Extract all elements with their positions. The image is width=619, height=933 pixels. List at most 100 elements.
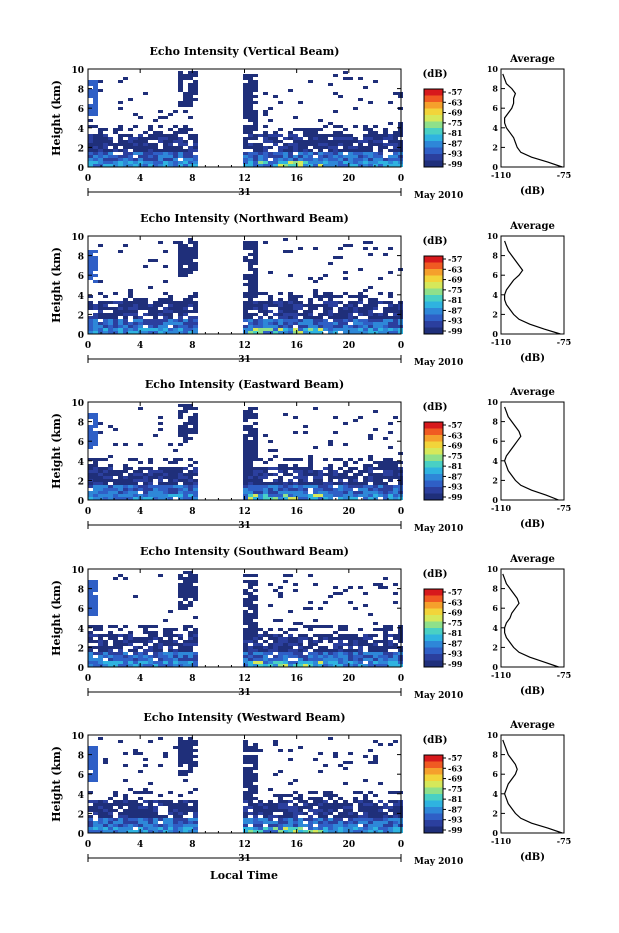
heatmap-cell bbox=[248, 640, 253, 643]
heatmap-cell bbox=[183, 101, 188, 104]
heatmap-cell bbox=[138, 443, 143, 446]
heatmap-cell bbox=[273, 313, 278, 316]
heatmap-cell bbox=[133, 316, 138, 319]
heatmap-cell bbox=[313, 494, 318, 497]
heatmap-cell bbox=[363, 827, 368, 830]
heatmap-cell bbox=[353, 310, 358, 313]
heatmap-cell bbox=[248, 137, 253, 140]
heatmap-cell bbox=[348, 646, 353, 649]
heatmap-cell bbox=[123, 824, 128, 827]
heatmap-cell bbox=[268, 634, 273, 637]
heatmap-cell bbox=[273, 491, 278, 494]
heatmap-cell bbox=[388, 830, 393, 833]
heatmap-cell bbox=[328, 625, 333, 628]
heatmap-cell bbox=[273, 619, 278, 622]
colorbar-tick-label: -57 bbox=[448, 420, 462, 430]
profile-y-tick-label: 10 bbox=[487, 564, 499, 574]
heatmap-cell bbox=[173, 467, 178, 470]
colorbar-swatch bbox=[424, 826, 443, 834]
heatmap-cell bbox=[378, 301, 383, 304]
heatmap-cell bbox=[178, 146, 183, 149]
heatmap-cell bbox=[378, 331, 383, 334]
heatmap-cell bbox=[178, 649, 183, 652]
heatmap-cell bbox=[368, 761, 373, 764]
heatmap-cell bbox=[108, 809, 113, 812]
heatmap-cell bbox=[163, 485, 168, 488]
heatmap-cell bbox=[393, 467, 398, 470]
heatmap-cell bbox=[388, 625, 393, 628]
heatmap-cell bbox=[243, 598, 248, 601]
heatmap-cell bbox=[298, 655, 303, 658]
heatmap-cell bbox=[263, 146, 268, 149]
colorbar-tick-label: -57 bbox=[448, 254, 462, 264]
heatmap-cell bbox=[158, 661, 163, 664]
heatmap-cell bbox=[383, 625, 388, 628]
profile-x-tick-label: -75 bbox=[557, 503, 571, 513]
heatmap-cell bbox=[363, 470, 368, 473]
heatmap-cell bbox=[378, 292, 383, 295]
heatmap-cell bbox=[348, 310, 353, 313]
heatmap-cell bbox=[253, 649, 258, 652]
x-tick-label: 20 bbox=[343, 341, 356, 351]
heatmap-cell bbox=[358, 652, 363, 655]
heatmap-cell bbox=[358, 818, 363, 821]
heatmap-cell bbox=[113, 803, 118, 806]
heatmap-cell bbox=[188, 331, 193, 334]
heatmap-cell bbox=[258, 164, 263, 167]
heatmap-cell bbox=[333, 152, 338, 155]
heatmap-cell bbox=[308, 485, 313, 488]
heatmap-cell bbox=[98, 815, 103, 818]
heatmap-cell bbox=[258, 146, 263, 149]
heatmap-cell bbox=[163, 491, 168, 494]
y-tick-label: 0 bbox=[78, 664, 84, 674]
heatmap-cell bbox=[388, 634, 393, 637]
heatmap-cell bbox=[393, 740, 398, 743]
heatmap-cell bbox=[163, 319, 168, 322]
heatmap-cell bbox=[148, 809, 153, 812]
heatmap-cell bbox=[278, 643, 283, 646]
heatmap-cell bbox=[288, 758, 293, 761]
heatmap-cell bbox=[128, 479, 133, 482]
heatmap-cell bbox=[343, 313, 348, 316]
heatmap-cell bbox=[188, 494, 193, 497]
heatmap-cell bbox=[248, 785, 253, 788]
heatmap-cell bbox=[88, 637, 93, 640]
heatmap-cell bbox=[158, 313, 163, 316]
heatmap-cell bbox=[143, 655, 148, 658]
heatmap-cell bbox=[338, 488, 343, 491]
heatmap-cell bbox=[298, 128, 303, 131]
heatmap-cell bbox=[368, 488, 373, 491]
heatmap-cell bbox=[118, 107, 123, 110]
heatmap-cell bbox=[143, 476, 148, 479]
heatmap-cell bbox=[183, 110, 188, 113]
heatmap-cell bbox=[293, 328, 298, 331]
heatmap-cell bbox=[248, 428, 253, 431]
heatmap-cell bbox=[103, 473, 108, 476]
heatmap-cell bbox=[293, 815, 298, 818]
heatmap-cell bbox=[168, 328, 173, 331]
heatmap-cell bbox=[368, 476, 373, 479]
heatmap-cell bbox=[88, 265, 93, 268]
heatmap-cell bbox=[253, 262, 258, 265]
heatmap-cell bbox=[363, 146, 368, 149]
heatmap-cell bbox=[158, 640, 163, 643]
heatmap-cell bbox=[183, 298, 188, 301]
heatmap-cell bbox=[338, 256, 343, 259]
heatmap-cell bbox=[173, 812, 178, 815]
heatmap-cell bbox=[158, 803, 163, 806]
heatmap-cell bbox=[98, 131, 103, 134]
heatmap-cell bbox=[323, 458, 328, 461]
heatmap-cell bbox=[103, 830, 108, 833]
heatmap-cell bbox=[243, 325, 248, 328]
heatmap-cell bbox=[93, 434, 98, 437]
heatmap-cell bbox=[98, 301, 103, 304]
heatmap-cell bbox=[358, 806, 363, 809]
heatmap-cell bbox=[123, 443, 128, 446]
y-tick-label: 0 bbox=[78, 331, 84, 341]
heatmap-cell bbox=[103, 328, 108, 331]
heatmap-cell bbox=[293, 824, 298, 827]
heatmap-cell bbox=[298, 658, 303, 661]
heatmap-cell bbox=[368, 494, 373, 497]
heatmap-cell bbox=[313, 583, 318, 586]
heatmap-cell bbox=[323, 473, 328, 476]
